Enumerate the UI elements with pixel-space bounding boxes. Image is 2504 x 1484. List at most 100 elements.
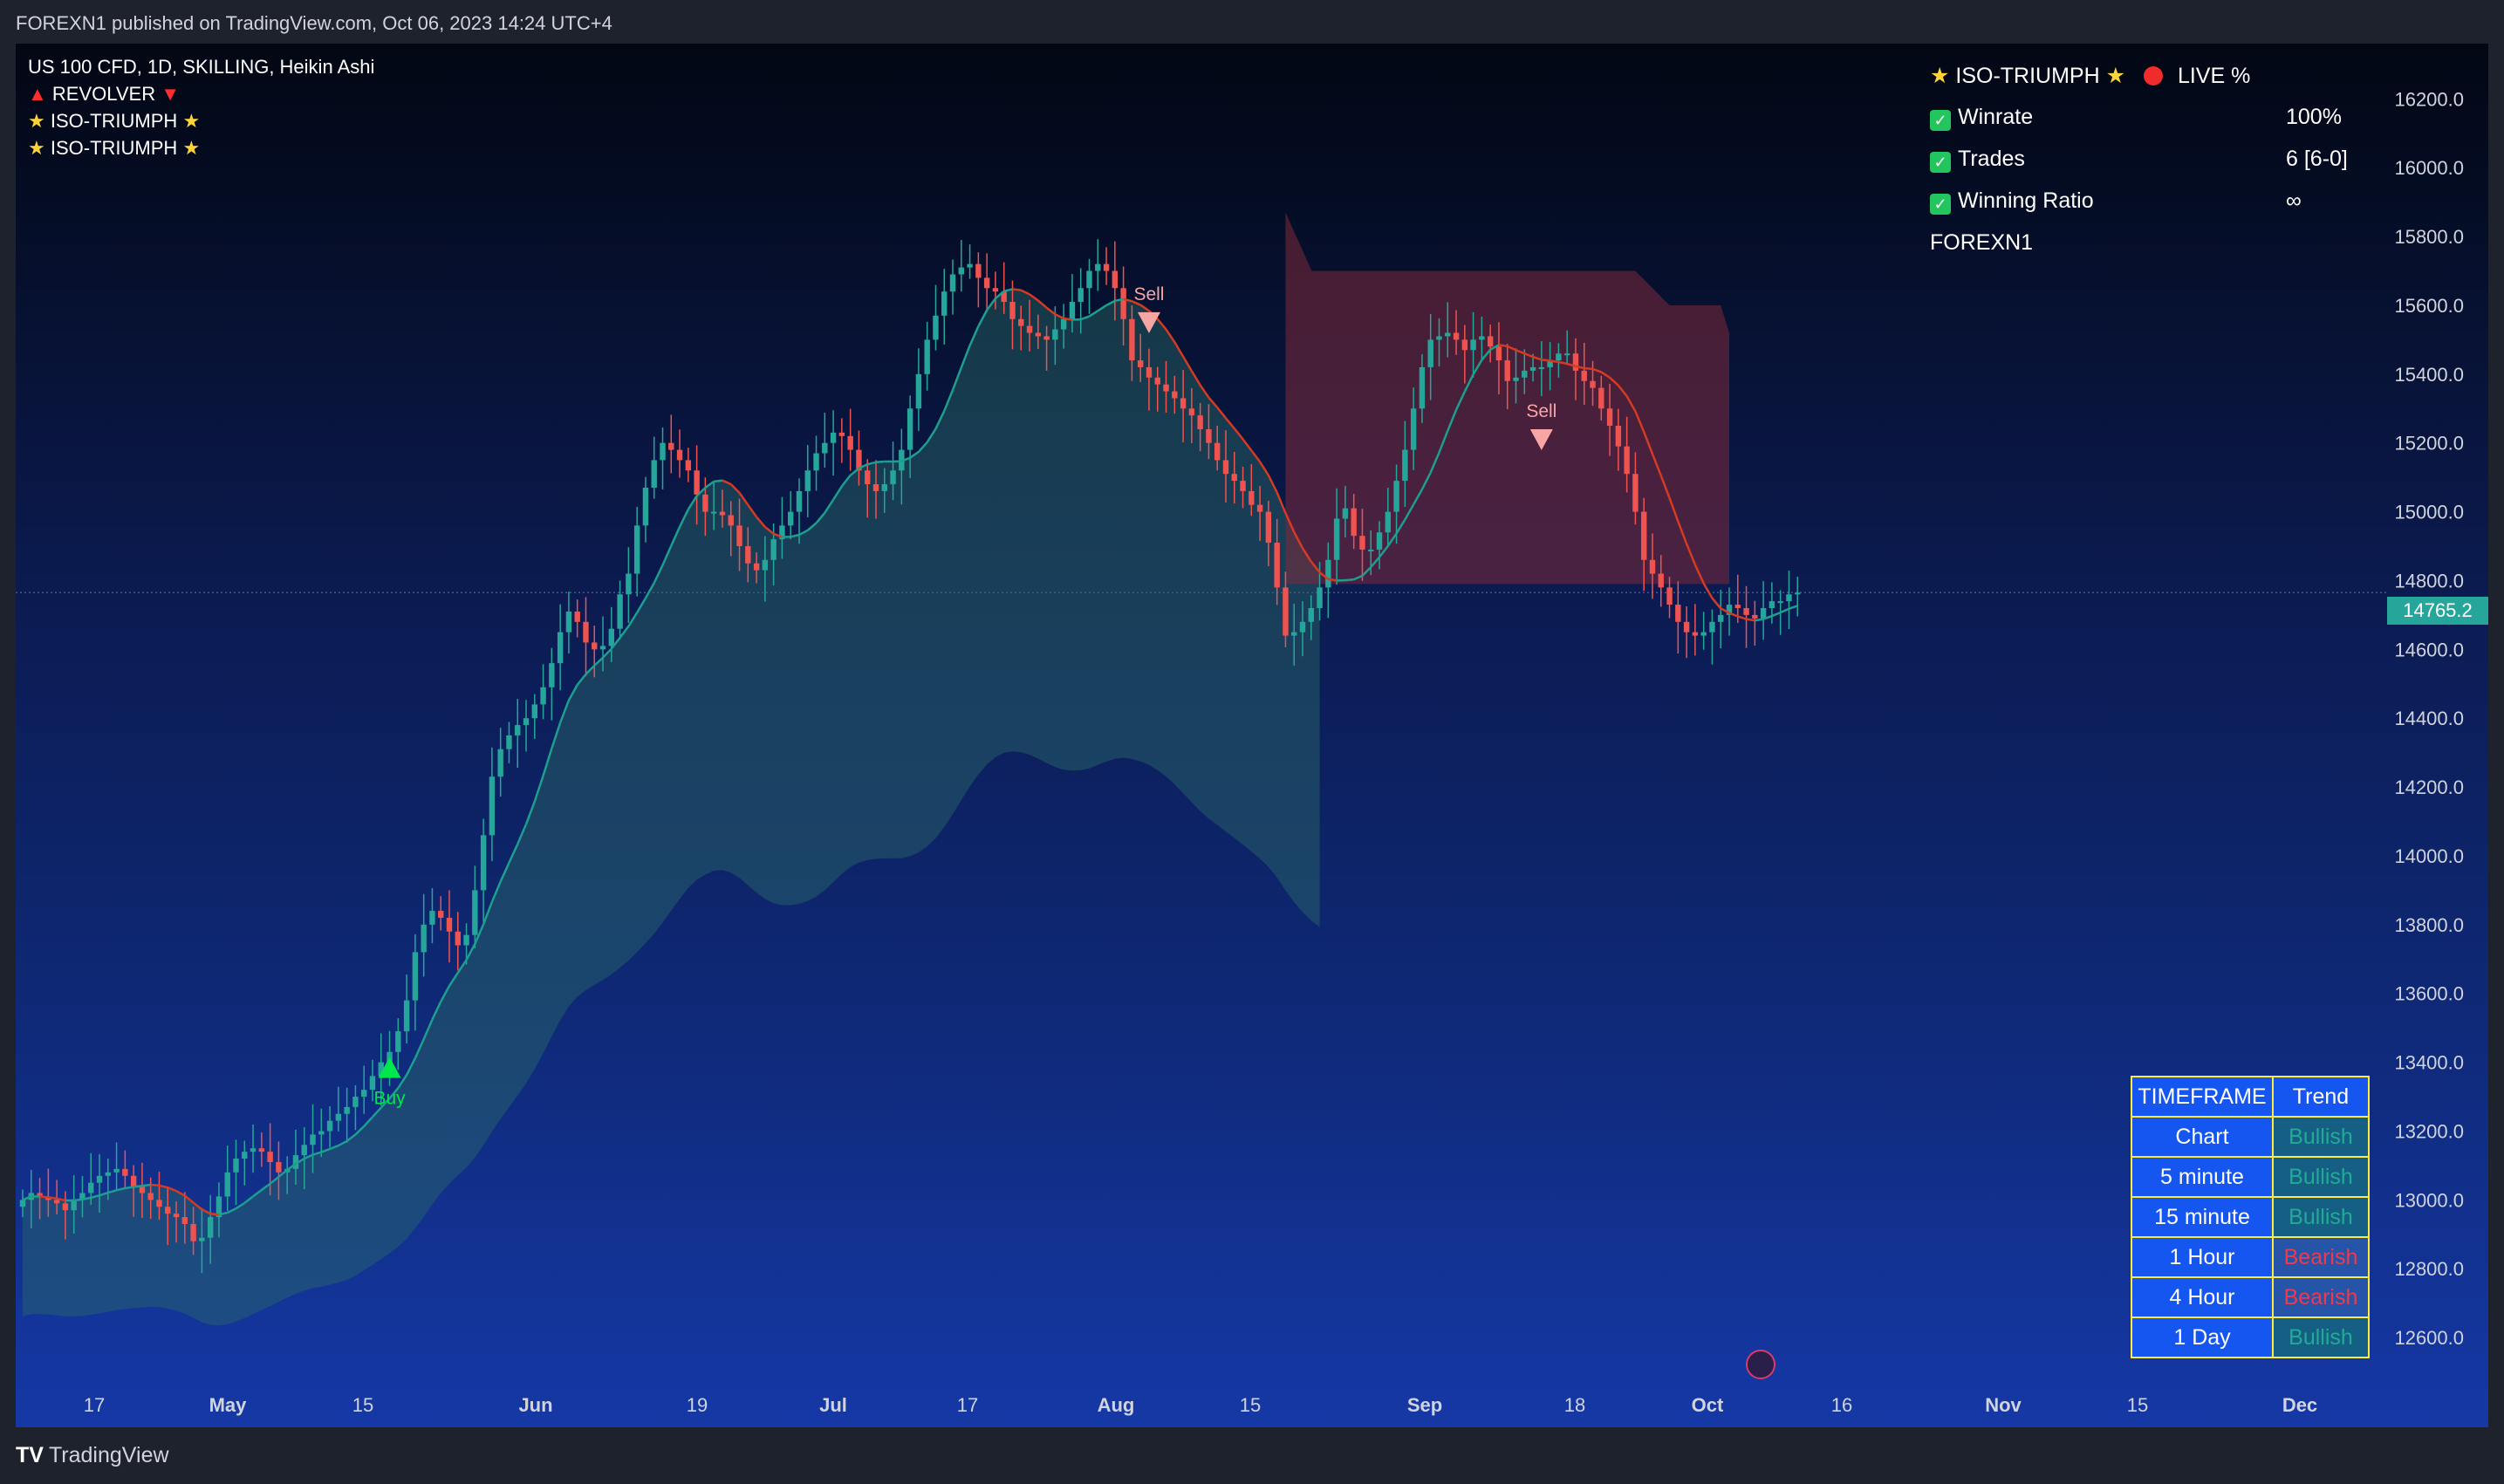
moving-average-segment: [1532, 355, 1543, 361]
moving-average-segment: [951, 366, 962, 391]
tradingview-logo-icon: TV: [16, 1443, 44, 1467]
legend-revolver[interactable]: ▲ REVOLVER ▼: [28, 83, 180, 106]
moving-average-segment: [977, 309, 989, 327]
y-axis-tick-label: 13600.0: [2394, 983, 2464, 1005]
candle-body: [1308, 608, 1314, 622]
tradingview-logo[interactable]: TV TradingView: [16, 1443, 169, 1468]
y-axis-tick-label: 14800.0: [2394, 570, 2464, 592]
moving-average-segment: [1566, 362, 1577, 367]
chart-area[interactable]: Buy Sell Sell 12600.0 12800.0 13000.0 13200.0 1…: [16, 44, 2488, 1427]
price-chart[interactable]: Buy Sell Sell 12600.0 12800.0 13000.0 13200.0 1…: [16, 44, 2488, 1427]
candle-body: [702, 494, 708, 512]
moving-average-segment: [747, 503, 758, 518]
moving-average-segment: [542, 748, 553, 776]
moving-average-segment: [1233, 427, 1244, 441]
candle-body: [710, 511, 717, 514]
candle-body: [642, 487, 649, 526]
candle-body: [1487, 336, 1494, 347]
moving-average-segment: [1789, 605, 1798, 610]
x-axis-tick-label: Sep: [1407, 1394, 1442, 1416]
stats-row-value: 100%: [2286, 105, 2342, 129]
candle-body: [549, 663, 555, 687]
candle-body: [1522, 370, 1528, 378]
candle-body: [1734, 605, 1741, 609]
moving-average-segment: [499, 862, 510, 883]
candle-body: [506, 735, 512, 749]
candle-body: [139, 1186, 146, 1193]
candle-body: [1786, 594, 1792, 602]
candle-body: [1769, 601, 1775, 609]
x-axis-tick-label: 15: [1240, 1394, 1261, 1416]
legend-iso-triumph-2-label: ISO-TRIUMPH: [50, 137, 178, 159]
candle-body: [1615, 425, 1622, 447]
moving-average-segment: [56, 1197, 66, 1202]
moving-average-segment: [968, 325, 980, 346]
legend-iso-triumph-1[interactable]: ★ ISO-TRIUMPH ★: [28, 110, 200, 133]
moving-average-segment: [1250, 449, 1262, 463]
moving-average-segment: [1190, 370, 1201, 386]
moving-average-segment: [167, 1187, 177, 1193]
y-axis-tick-label: 13200.0: [2394, 1120, 2464, 1142]
candle-body: [651, 460, 657, 488]
moving-average-segment: [1737, 615, 1747, 620]
moving-average-segment: [729, 483, 741, 494]
moving-average-segment: [1097, 304, 1107, 312]
candle-body: [1043, 336, 1050, 340]
moving-average-segment: [551, 721, 562, 749]
candle-body: [796, 490, 803, 512]
candle-body: [326, 1120, 333, 1132]
candle-body: [267, 1152, 273, 1162]
candle-body: [745, 546, 751, 564]
candle-body: [992, 288, 999, 292]
candle-body: [276, 1161, 282, 1173]
candle-body: [1385, 511, 1391, 533]
moving-average-segment: [1037, 299, 1048, 309]
candle-body: [88, 1182, 94, 1193]
legend-symbol[interactable]: US 100 CFD, 1D, SKILLING, Heikin Ashi: [28, 56, 375, 78]
candle-body: [565, 611, 572, 633]
candle-body: [1556, 353, 1562, 361]
moving-average-segment: [201, 1208, 211, 1215]
candle-body: [847, 435, 853, 450]
candle-body: [1795, 592, 1801, 595]
candle-body: [633, 525, 640, 574]
x-axis-tick-label: May: [209, 1394, 248, 1416]
moving-average-segment: [1523, 352, 1534, 359]
candle-body: [258, 1148, 265, 1152]
moving-average-segment: [192, 1201, 203, 1211]
candle-body: [344, 1106, 350, 1114]
candle-body: [1760, 608, 1767, 619]
candle-body: [865, 470, 871, 485]
candle-body: [1069, 302, 1076, 319]
stats-row-label: Winning Ratio: [1958, 188, 2094, 213]
candle-body: [1495, 346, 1502, 361]
candle-body: [301, 1145, 307, 1156]
moving-average-segment: [1045, 306, 1057, 316]
moving-average-segment: [1541, 359, 1550, 362]
candle-body: [113, 1168, 120, 1173]
moving-average-segment: [678, 509, 689, 528]
moving-average-segment: [380, 1098, 391, 1109]
moving-average-segment: [405, 1057, 416, 1076]
moving-average-segment: [90, 1194, 100, 1199]
moving-average-segment: [858, 463, 868, 470]
candle-body: [1726, 605, 1733, 615]
moving-average-segment: [986, 297, 996, 311]
candle-body: [838, 432, 845, 436]
candle-body: [608, 628, 615, 646]
moving-average-segment: [235, 1201, 245, 1210]
candle-body: [557, 632, 564, 664]
candle-body: [1393, 481, 1399, 512]
moving-average-segment: [1080, 315, 1090, 321]
stats-row-winrate: ✓ Winrate: [1930, 105, 2033, 131]
x-axis-tick-label: Jun: [518, 1394, 552, 1416]
moving-average-segment: [482, 901, 494, 925]
moving-average-segment: [1420, 472, 1432, 490]
legend-iso-triumph-2[interactable]: ★ ISO-TRIUMPH ★: [28, 137, 200, 160]
moving-average-segment: [1259, 461, 1269, 476]
trend-table-tf: 1 Day: [2131, 1316, 2274, 1358]
candle-body: [1752, 614, 1758, 619]
candle-body: [472, 890, 478, 935]
candle-body: [881, 484, 887, 491]
candle-body: [1777, 601, 1783, 604]
